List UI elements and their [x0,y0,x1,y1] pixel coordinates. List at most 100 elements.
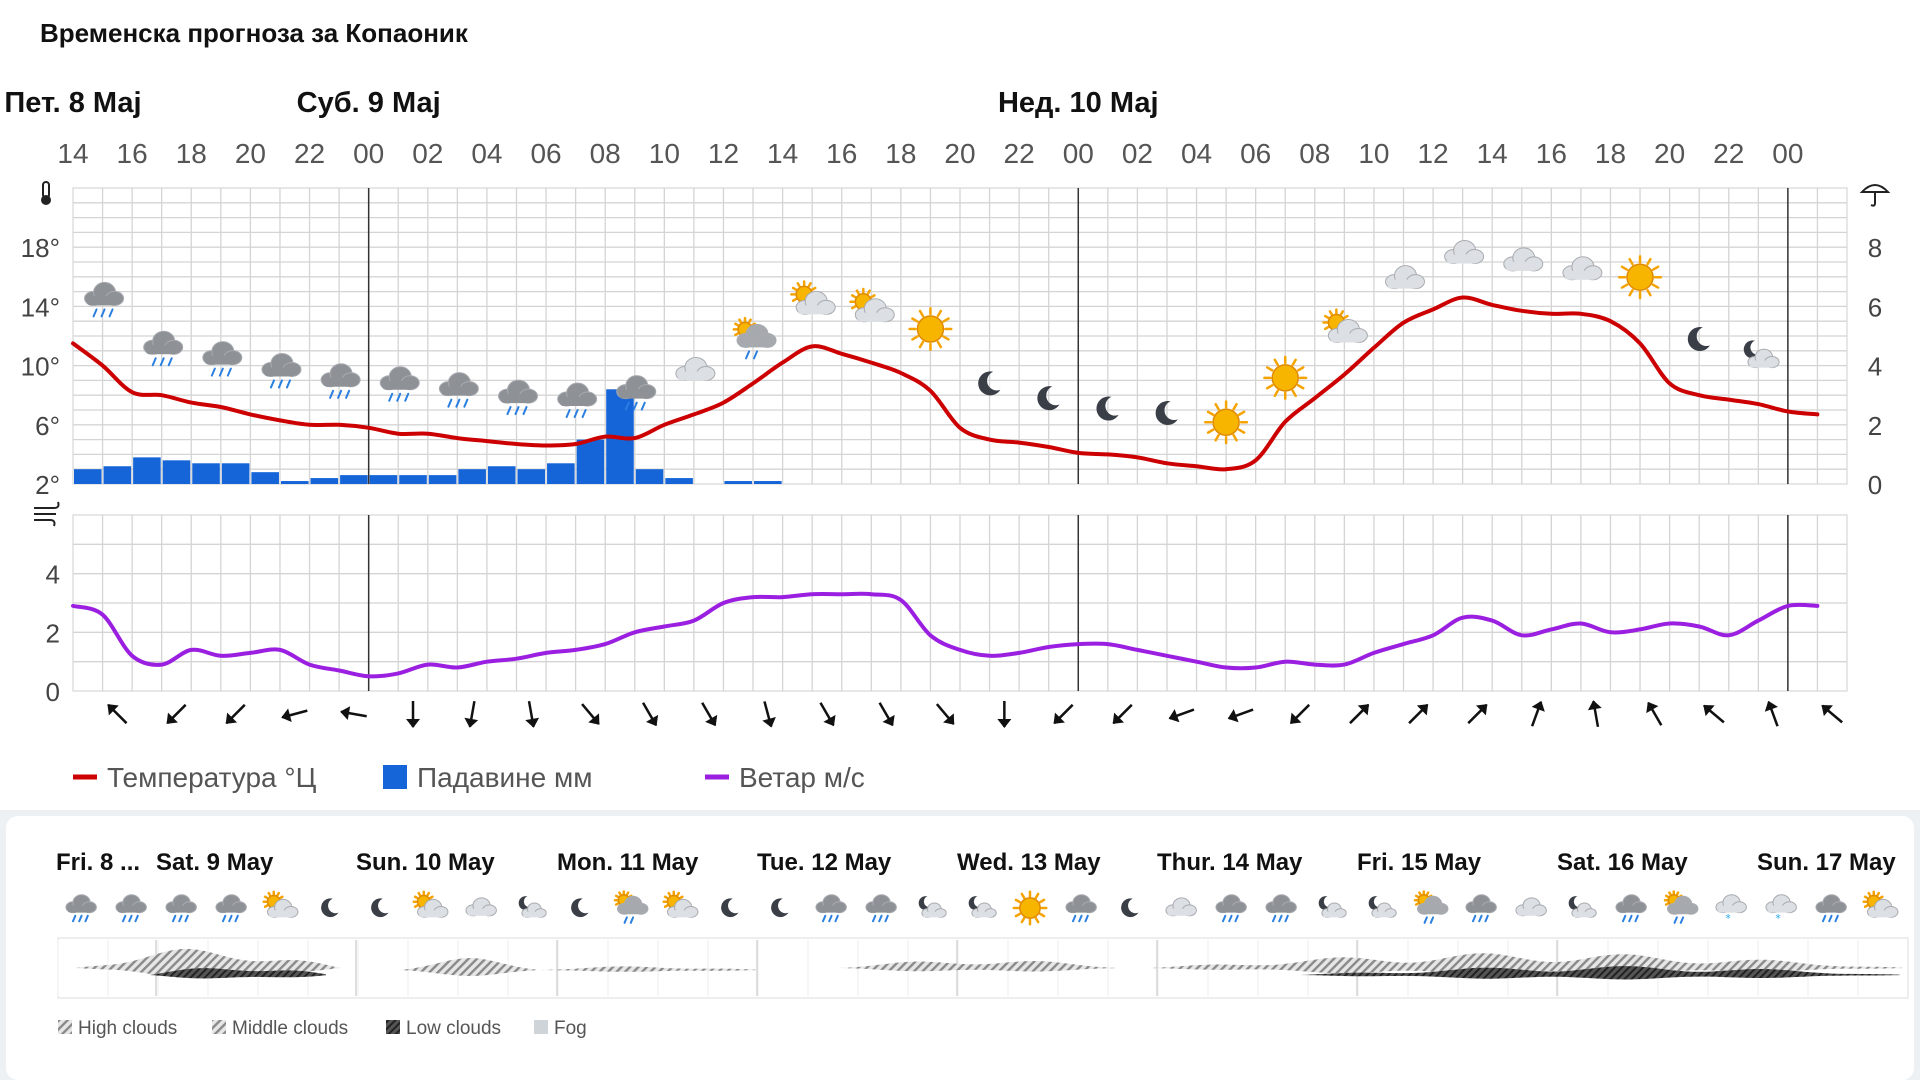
hour-tick-label: 02 [412,138,443,169]
sun-cloud-icon [1322,308,1368,343]
snow-icon: * [1765,894,1797,925]
rain-icon [1265,894,1297,923]
moon-icon [1155,400,1178,425]
cloud-layers [76,948,1902,980]
day-labels: Пет. 8 Мај Суб. 9 Мај Нед. 10 Мај [4,87,1158,119]
rain-icon [1615,894,1647,923]
sun-icon [1263,355,1308,400]
bottom-day-label: Sun. 10 May [356,849,495,876]
rain-icon [261,352,302,389]
precip-bar [754,481,782,484]
rain-icon [1465,894,1497,923]
moon-cloud-icon [918,896,947,918]
sun-icon [1617,255,1663,300]
precip-tick-label: 2 [1868,411,1882,441]
hour-tick-label: 18 [1595,138,1626,169]
moon-icon [371,898,389,918]
middle-cloud-band [400,958,536,976]
rain-icon [1065,894,1097,923]
cloud-legend-swatch [58,1020,72,1034]
cloud-legend-item: Low clouds [386,1018,501,1039]
wind-arrow-icon [464,700,479,728]
sun-rain-icon [1413,890,1449,924]
precip-bar [399,475,427,484]
rain-icon [202,341,243,377]
hour-tick-label: 20 [944,138,975,169]
temperature-series-line [71,295,1820,472]
precip-bar [576,439,605,484]
hour-tick-label: 00 [1772,138,1803,169]
bottom-weather-icons: * * [65,890,1899,926]
middle-cloud-band [76,948,340,978]
sun-icon [1204,400,1249,445]
wind-arrow-icon [166,703,187,725]
wind-arrow-icon [1467,703,1488,725]
weather-icons [84,240,1780,445]
cloud-icon [675,356,716,381]
sun-cloud-icon [412,890,449,918]
precip-bar [192,463,220,484]
moon-icon [978,371,1001,396]
cloud-icon [1562,256,1603,281]
hour-tick-label: 08 [1299,138,1330,169]
wind-arrow-icon [525,700,540,728]
cloud-legend-swatch [212,1020,226,1034]
temp-tick-label: 2° [35,470,60,500]
middle-cloud-band [540,966,756,972]
wind-arrow-icon [1530,700,1545,727]
cloud-icon [1503,247,1544,272]
cloud-legend-item: High clouds [58,1018,177,1039]
rain-icon [865,894,897,923]
hour-tick-label: 00 [1063,138,1094,169]
wind-arrow-icon [701,702,718,727]
sun-icon [908,306,953,352]
cloud-legend-swatch [386,1020,400,1034]
moon-icon [771,898,789,918]
moon-cloud-icon [1318,896,1347,918]
cloud-legend-item: Middle clouds [212,1018,348,1039]
hour-tick-label: 20 [235,138,266,169]
sun-cloud-icon [849,287,895,323]
cloud-legend: High clouds Middle clouds Low clouds Fog [58,1018,587,1039]
wind-arrow-icon [1764,700,1779,727]
sun-cloud-icon [790,280,836,315]
hour-tick-label: 22 [1004,138,1035,169]
cloud-legend-label: Low clouds [406,1018,501,1039]
hour-tick-label: 02 [1122,138,1153,169]
legend-label: Падавине мм [417,762,592,793]
rain-icon [557,382,598,419]
cloud-icon [1385,265,1425,290]
moon-cloud-icon [1568,896,1597,918]
thermometer-icon [41,181,51,205]
bottom-day-label: Fri. 15 May [1357,849,1482,876]
wind-arrow-icon [819,702,836,727]
precip-bar [310,478,339,484]
precip-bar [428,475,457,484]
hour-tick-label: 12 [1417,138,1448,169]
low-cloud-band [1300,966,1900,980]
svg-text:*: * [1775,912,1781,925]
umbrella-icon [1859,184,1891,207]
precip-tick-label: 4 [1868,352,1882,382]
wind-tick-label: 0 [46,677,60,707]
wind-arrow-icon [641,702,659,727]
sun-rain-icon [613,890,649,924]
rain-icon [320,363,361,399]
moon-icon [1687,326,1710,351]
moon-cloud-icon [1368,896,1397,918]
precip-bar [665,478,693,484]
cloud-icon [1444,240,1485,265]
precip-tick-label: 8 [1868,233,1882,263]
moon-icon [1037,386,1060,411]
rain-icon [498,379,538,416]
hour-labels: 14 16 18 20 22 00 02 04 06 08 10 12 14 16 18 20 22 00 02 04… [57,138,1803,169]
hour-tick-label: 18 [176,138,207,169]
hour-tick-label: 04 [1181,138,1212,169]
precip-bar [369,475,398,484]
precip-bar [340,475,368,484]
rain-icon [143,330,184,367]
day-label: Нед. 10 Мај [998,87,1159,119]
sun-icon [1012,890,1048,926]
wind-icon [34,501,60,527]
